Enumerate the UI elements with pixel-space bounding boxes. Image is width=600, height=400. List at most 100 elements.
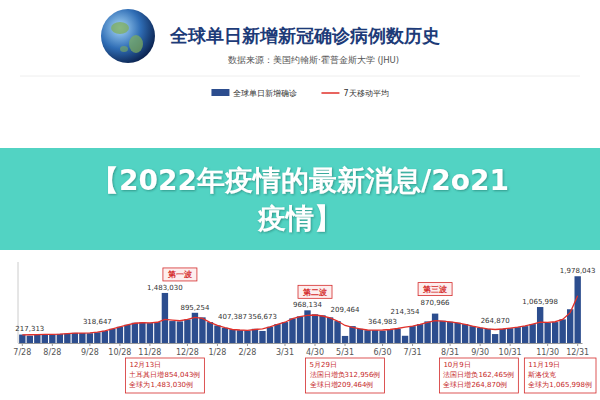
legend-swatch bbox=[211, 89, 229, 96]
bar bbox=[222, 328, 228, 343]
chart-canvas: 全球单日新增新冠确诊病例数历史数据来源：美国约翰斯·霍普金斯大学 (JHU) 全球… bbox=[0, 0, 600, 400]
legend-item: 7天移动平均 bbox=[321, 89, 388, 98]
bar bbox=[394, 329, 400, 343]
x-tick-label: 8/28 bbox=[43, 348, 61, 357]
x-tick-mark bbox=[22, 343, 23, 346]
bar bbox=[364, 330, 370, 343]
bar bbox=[484, 329, 490, 343]
background bbox=[0, 0, 600, 400]
x-tick-mark bbox=[450, 343, 451, 346]
bar bbox=[147, 323, 153, 343]
data-label: 217,313 bbox=[15, 325, 44, 333]
globe-land bbox=[111, 22, 129, 34]
banner-text: 疫情】 bbox=[257, 202, 342, 235]
annotation-text: 全球日增209,464例 bbox=[310, 381, 374, 389]
bar bbox=[199, 317, 205, 343]
x-tick-label: 10/31 bbox=[499, 348, 522, 357]
annotation: 11月19日斯洛伐克全球为1,065,998例 bbox=[524, 358, 596, 393]
wave-box bbox=[163, 268, 197, 281]
x-tick-label: 7/31 bbox=[404, 348, 422, 357]
x-tick-mark bbox=[315, 343, 316, 346]
bar bbox=[237, 330, 243, 343]
annotation-text: 全球日增264,870例 bbox=[443, 381, 507, 389]
annotation-box bbox=[306, 358, 385, 393]
x-tick: 11/28 bbox=[138, 343, 161, 357]
bar bbox=[432, 314, 438, 343]
x-tick-mark bbox=[382, 343, 383, 346]
x-tick-mark bbox=[284, 343, 285, 346]
x-tick-label: 12/28 bbox=[176, 348, 199, 357]
bar bbox=[19, 335, 25, 343]
bar bbox=[72, 333, 78, 343]
data-labels: 217,313318,6471,483,030895,254407,387356… bbox=[15, 267, 595, 333]
x-tick-label: 11/30 bbox=[536, 348, 559, 357]
banner: 【2022年疫情的最新消息/2o21 疫情】 bbox=[0, 148, 600, 250]
bar bbox=[259, 331, 265, 343]
bar bbox=[34, 334, 40, 343]
data-label: 264,870 bbox=[481, 317, 510, 325]
wave-label: 第三波 bbox=[418, 283, 452, 296]
bar bbox=[327, 317, 333, 343]
legend: 全球单日新增确诊 7天移动平均 bbox=[211, 89, 388, 98]
annotation-text: 12月13日 bbox=[129, 361, 161, 369]
annotation-box bbox=[125, 358, 204, 393]
x-tick: 10/31 bbox=[499, 343, 522, 357]
bar bbox=[492, 334, 498, 343]
wave-box bbox=[298, 285, 332, 298]
annotation-text: 5月29日 bbox=[310, 361, 337, 369]
bar bbox=[79, 333, 85, 343]
legend-label: 全球单日新增确诊 bbox=[233, 89, 297, 98]
data-label: 318,647 bbox=[83, 318, 112, 326]
bar bbox=[372, 330, 378, 343]
bar bbox=[477, 328, 483, 343]
x-axis: 7/288/289/2810/2811/2812/281/282/283/314… bbox=[13, 343, 589, 357]
annotation-text: 全球为1,065,998例 bbox=[528, 381, 592, 389]
chart-root: 全球单日新增新冠确诊病例数历史数据来源：美国约翰斯·霍普金斯大学 (JHU) 全球… bbox=[0, 0, 600, 400]
globe-land bbox=[129, 35, 143, 53]
globe-icon bbox=[101, 9, 155, 63]
legend-item: 全球单日新增确诊 bbox=[211, 89, 297, 98]
bar bbox=[154, 322, 160, 343]
bar bbox=[214, 325, 220, 343]
banner-text: 【2022年疫情的最新消息/2o21 bbox=[91, 164, 509, 197]
legend-swatch bbox=[321, 92, 339, 94]
annotation-text: 10月9日 bbox=[443, 361, 470, 369]
bar bbox=[552, 322, 558, 343]
x-tick-mark bbox=[345, 343, 346, 346]
annotation-text: 11月19日 bbox=[528, 361, 560, 369]
x-tick: 8/31 bbox=[441, 343, 459, 357]
bar bbox=[282, 322, 288, 343]
bar bbox=[57, 334, 63, 343]
x-tick-mark bbox=[89, 343, 90, 346]
bar bbox=[102, 331, 108, 343]
bar bbox=[267, 327, 273, 343]
chart-subtitle: 数据来源：美国约翰斯·霍普金斯大学 (JHU) bbox=[228, 55, 399, 65]
bar bbox=[244, 331, 250, 343]
annotation: 12月13日土耳其日增854,043例全球为1,483,030例 bbox=[125, 358, 204, 393]
bar bbox=[177, 321, 183, 343]
bar bbox=[94, 332, 100, 343]
bar bbox=[252, 329, 258, 343]
bar bbox=[544, 323, 550, 343]
data-label: 356,673 bbox=[248, 313, 277, 321]
x-tick-mark bbox=[412, 343, 413, 346]
bar bbox=[334, 321, 340, 343]
bar bbox=[439, 321, 445, 343]
bar bbox=[169, 321, 175, 343]
bar bbox=[117, 327, 123, 343]
chart-title: 全球单日新增新冠确诊病例数历史 bbox=[169, 25, 440, 46]
x-tick-label: 3/31 bbox=[276, 348, 294, 357]
x-tick-label: 1/28 bbox=[208, 348, 226, 357]
x-tick: 2/28 bbox=[238, 343, 256, 357]
globe-land bbox=[120, 46, 128, 52]
bar bbox=[297, 316, 303, 343]
x-axis-line bbox=[19, 343, 583, 344]
bar bbox=[49, 334, 55, 343]
bar bbox=[522, 326, 528, 343]
x-tick-label: 5/31 bbox=[336, 348, 354, 357]
legend-label: 7天移动平均 bbox=[343, 89, 388, 98]
bar bbox=[42, 334, 48, 343]
bar bbox=[27, 336, 33, 343]
x-tick-label: 6/30 bbox=[374, 348, 392, 357]
bar bbox=[499, 329, 505, 343]
